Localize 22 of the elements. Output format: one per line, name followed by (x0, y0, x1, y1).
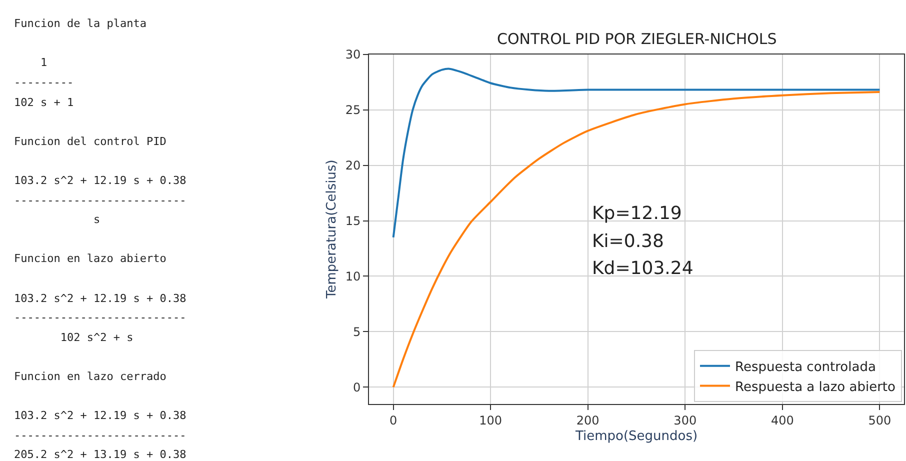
chart-title: CONTROL PID POR ZIEGLER-NICHOLS (497, 30, 777, 48)
annotation: Kd=103.24 (592, 258, 694, 279)
y-tick-label: 10 (345, 269, 361, 284)
x-tick-label: 500 (868, 413, 892, 428)
annotation: Kp=12.19 (592, 203, 682, 224)
y-tick-label: 30 (345, 47, 361, 62)
annotation: Ki=0.38 (592, 231, 664, 252)
x-tick-label: 400 (770, 413, 794, 428)
legend-label: Respuesta controlada (735, 360, 876, 375)
y-tick-label: 5 (352, 324, 361, 339)
x-tick-label: 300 (674, 413, 697, 428)
y-tick-label: 20 (345, 158, 361, 172)
legend-label: Respuesta a lazo abierto (735, 380, 896, 395)
text: Funcion de la planta 1 --------- 102 s + 1 Funcion del control PID 103.2 s^2 + 12.19 s + 0.38 -------------------------- s Funcion en lazo abierto 103.2 s^2 + 12.19 s + 0.38 -------------------------- 102 s^2 + s Funcion en lazo cerrado 103.2 s^2 + 12.19 s + 0.38 -------------------------- 205.2 s^2 + 13.19 s + 0.38 (14, 17, 186, 461)
y-tick-label: 25 (345, 102, 361, 117)
y-tick-label: 0 (352, 380, 361, 394)
y-tick-label: 15 (345, 214, 361, 228)
x-tick-label: 0 (390, 413, 398, 428)
x-tick-label: 100 (479, 413, 502, 428)
x-tick-label: 200 (576, 413, 600, 428)
y-axis-title: Temperatura(Celsius) (324, 160, 340, 300)
x-axis-title: Tiempo(Segundos) (574, 428, 698, 444)
